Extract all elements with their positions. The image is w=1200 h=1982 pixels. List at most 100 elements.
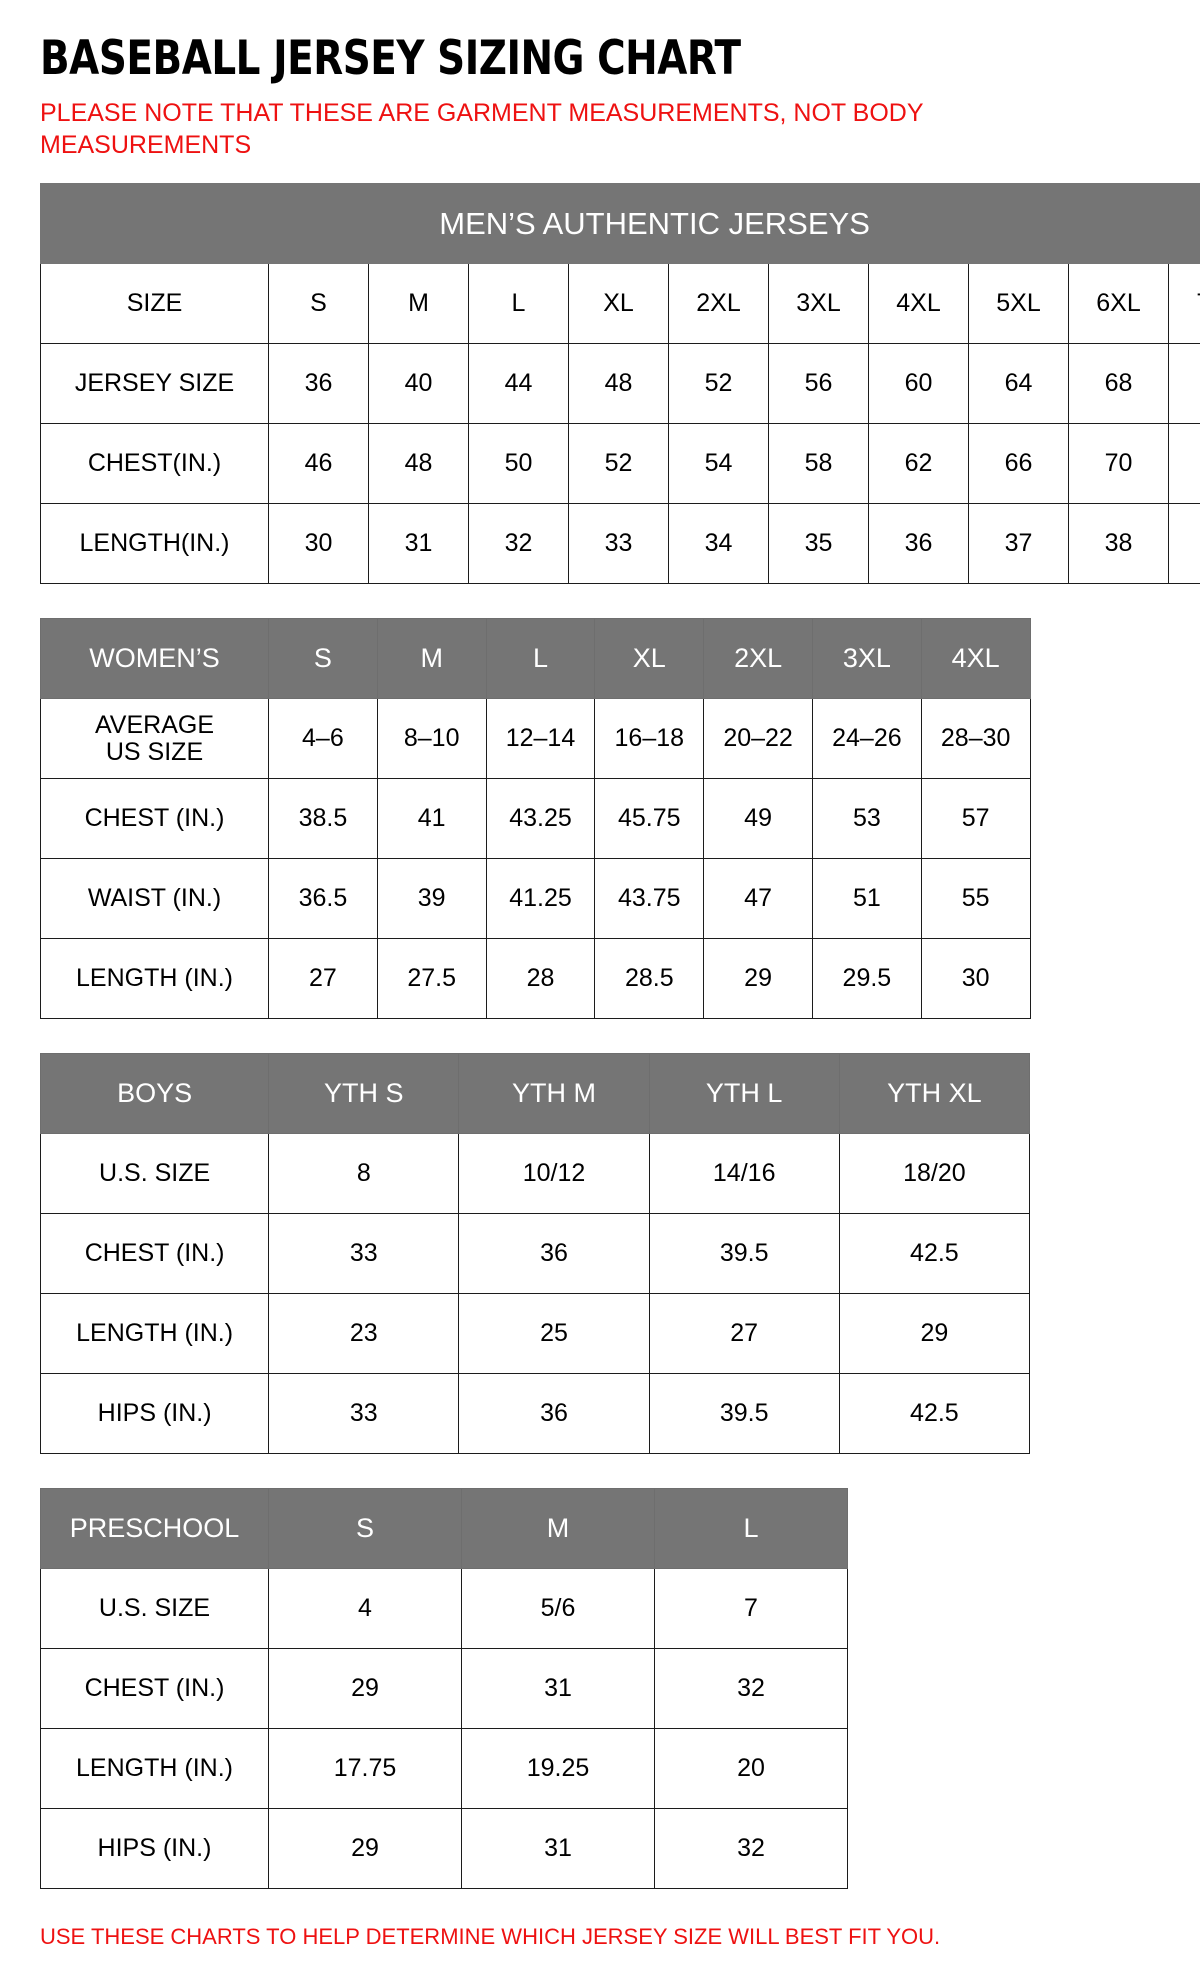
cell: 28.5 (595, 939, 704, 1019)
womens-col-header-3xl: 3XL (812, 619, 921, 699)
cell: 32 (655, 1649, 848, 1729)
cell: 18/20 (839, 1134, 1029, 1214)
row-label: LENGTH (IN.) (41, 1294, 269, 1374)
cell: 5/6 (462, 1569, 655, 1649)
cell: 51 (812, 859, 921, 939)
cell: 44 (469, 344, 569, 424)
row-label: CHEST (IN.) (41, 1214, 269, 1294)
cell: 49 (704, 779, 813, 859)
preschool-col-header-m: M (462, 1489, 655, 1569)
womens-col-header-l: L (486, 619, 595, 699)
table-row: U.S. SIZE 8 10/12 14/16 18/20 (41, 1134, 1030, 1214)
row-label-line2: US SIZE (106, 738, 203, 766)
cell: 29 (704, 939, 813, 1019)
mens-col-header-3xl: 3XL (769, 264, 869, 344)
cell: 46 (269, 424, 369, 504)
mens-col-header-l: L (469, 264, 569, 344)
cell: 19.25 (462, 1729, 655, 1809)
mens-col-header-s: S (269, 264, 369, 344)
cell: 17.75 (269, 1729, 462, 1809)
cell: 20–22 (704, 699, 813, 779)
mens-col-header-4xl: 4XL (869, 264, 969, 344)
table-row: CHEST (IN.) 33 36 39.5 42.5 (41, 1214, 1030, 1294)
cell: 48 (569, 344, 669, 424)
cell: 47 (704, 859, 813, 939)
cell: 56 (769, 344, 869, 424)
row-label: HIPS (IN.) (41, 1374, 269, 1454)
cell: 32 (469, 504, 569, 584)
cell: 25 (459, 1294, 649, 1374)
cell: 36 (869, 504, 969, 584)
row-label: LENGTH (IN.) (41, 1729, 269, 1809)
boys-sizing-table: BOYS YTH S YTH M YTH L YTH XL U.S. SIZE … (40, 1053, 1030, 1454)
womens-col-header-xl: XL (595, 619, 704, 699)
cell: 66 (969, 424, 1069, 504)
row-label-line1: AVERAGE (95, 711, 214, 739)
cell: 33 (269, 1374, 459, 1454)
cell: 38 (1069, 504, 1169, 584)
cell: 36 (459, 1374, 649, 1454)
mens-col-header-6xl: 6XL (1069, 264, 1169, 344)
cell: 42.5 (839, 1214, 1029, 1294)
row-label: CHEST (IN.) (41, 1649, 269, 1729)
cell: 36 (269, 344, 369, 424)
cell: 55 (921, 859, 1030, 939)
cell: 41 (377, 779, 486, 859)
boys-col-header-yth-l: YTH L (649, 1054, 839, 1134)
cell: 4–6 (269, 699, 378, 779)
cell: 29 (269, 1809, 462, 1889)
cell: 72 (1169, 344, 1200, 424)
cell: 30 (269, 504, 369, 584)
womens-col-header-4xl: 4XL (921, 619, 1030, 699)
cell: 41.25 (486, 859, 595, 939)
cell: 16–18 (595, 699, 704, 779)
boys-col-header-yth-m: YTH M (459, 1054, 649, 1134)
cell: 57 (921, 779, 1030, 859)
table-row: LENGTH(IN.) 30 31 32 33 34 35 36 37 38 3… (41, 504, 1200, 584)
womens-col-header-s: S (269, 619, 378, 699)
cell: 30 (921, 939, 1030, 1019)
row-label: U.S. SIZE (41, 1134, 269, 1214)
cell: 50 (469, 424, 569, 504)
table-row: U.S. SIZE 4 5/6 7 (41, 1569, 848, 1649)
cell: 28–30 (921, 699, 1030, 779)
cell: 76 (1169, 424, 1200, 504)
cell: 31 (369, 504, 469, 584)
mens-banner-label: MEN’S AUTHENTIC JERSEYS (41, 184, 1200, 264)
cell: 58 (769, 424, 869, 504)
cell: 31 (462, 1649, 655, 1729)
cell: 62 (869, 424, 969, 504)
cell: 27.5 (377, 939, 486, 1019)
table-row: CHEST(IN.) 46 48 50 52 54 58 62 66 70 76 (41, 424, 1200, 504)
cell: 4 (269, 1569, 462, 1649)
cell: 43.75 (595, 859, 704, 939)
row-label: LENGTH(IN.) (41, 504, 269, 584)
page-title: BASEBALL JERSEY SIZING CHART (40, 34, 1070, 83)
cell: 52 (569, 424, 669, 504)
table-row: LENGTH (IN.) 27 27.5 28 28.5 29 29.5 30 (41, 939, 1031, 1019)
table-row: CHEST (IN.) 38.5 41 43.25 45.75 49 53 57 (41, 779, 1031, 859)
table-row: LENGTH (IN.) 17.75 19.25 20 (41, 1729, 848, 1809)
cell: 36.5 (269, 859, 378, 939)
cell: 14/16 (649, 1134, 839, 1214)
cell: 32 (655, 1809, 848, 1889)
cell: 39.5 (649, 1214, 839, 1294)
mens-col-header-m: M (369, 264, 469, 344)
garment-measurement-note: PLEASE NOTE THAT THESE ARE GARMENT MEASU… (40, 97, 1120, 161)
cell: 27 (649, 1294, 839, 1374)
cell: 39 (1169, 504, 1200, 584)
mens-banner-row: MEN’S AUTHENTIC JERSEYS (41, 184, 1200, 264)
cell: 8 (269, 1134, 459, 1214)
table-row: HIPS (IN.) 33 36 39.5 42.5 (41, 1374, 1030, 1454)
womens-header-row: WOMEN’S S M L XL 2XL 3XL 4XL (41, 619, 1031, 699)
cell: 70 (1069, 424, 1169, 504)
cell: 45.75 (595, 779, 704, 859)
row-label: CHEST (IN.) (41, 779, 269, 859)
mens-col-header-size: SIZE (41, 264, 269, 344)
cell: 27 (269, 939, 378, 1019)
boys-col-header-yth-s: YTH S (269, 1054, 459, 1134)
cell: 42.5 (839, 1374, 1029, 1454)
